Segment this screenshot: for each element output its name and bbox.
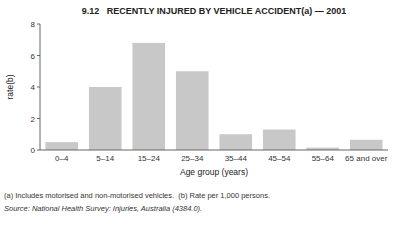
bar — [45, 142, 78, 150]
y-tick-label: 2 — [31, 115, 36, 124]
x-axis — [40, 150, 388, 151]
title: 9.12 RECENTLY INJURED BY VEHICLE ACCIDEN… — [82, 6, 347, 16]
bar — [132, 43, 165, 150]
footnote: Source: National Health Survey: Injuries… — [4, 204, 202, 213]
bar — [219, 134, 252, 150]
x-tick-label: 35–44 — [225, 154, 248, 163]
bar — [89, 87, 122, 150]
x-tick-label: 65 and over — [345, 154, 388, 163]
x-tick-label: 25–34 — [181, 154, 204, 163]
bar — [176, 71, 209, 150]
y-axis-label: rate(b) — [5, 74, 15, 99]
x-axis-label: Age group (years) — [180, 167, 248, 177]
chart: 9.12 RECENTLY INJURED BY VEHICLE ACCIDEN… — [0, 0, 397, 227]
y-axis — [40, 24, 41, 150]
y-tick-label: 8 — [31, 20, 36, 29]
y-tick-label: 4 — [31, 83, 36, 92]
x-tick-label: 45–54 — [268, 154, 291, 163]
x-tick-label: 5–14 — [96, 154, 114, 163]
y-tick-label: 0 — [31, 146, 36, 155]
x-tick-label: 0–4 — [55, 154, 69, 163]
y-tick-label: 6 — [31, 52, 36, 61]
footnote: (a) Includes motorised and non-motorised… — [4, 191, 270, 200]
bar — [263, 130, 296, 150]
bar — [350, 140, 383, 150]
x-tick-label: 15–24 — [138, 154, 161, 163]
x-tick-label: 55–64 — [312, 154, 335, 163]
